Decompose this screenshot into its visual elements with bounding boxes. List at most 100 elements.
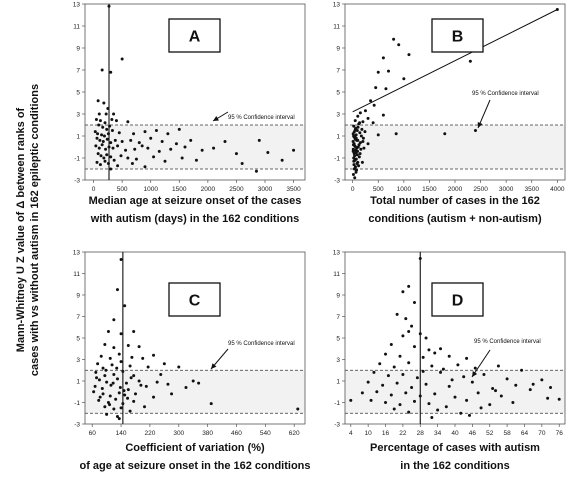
x-tick-label: 1500	[172, 186, 187, 193]
data-point	[113, 138, 117, 142]
x-tick-label: 4	[349, 430, 353, 437]
y-tick-label: 1	[336, 133, 340, 140]
y-tick-label: -3	[334, 177, 340, 184]
y-tick-label: 9	[336, 45, 340, 52]
data-point	[395, 312, 399, 316]
data-point	[146, 365, 150, 369]
data-point	[354, 157, 358, 161]
data-point	[361, 136, 365, 140]
data-point	[421, 355, 425, 359]
data-point	[170, 392, 174, 396]
data-point	[98, 138, 102, 142]
data-point	[124, 381, 128, 385]
y-tick-label: -3	[74, 177, 80, 184]
x-tick-label: 3500	[525, 186, 540, 193]
data-point	[100, 387, 104, 391]
x-tick-label: 28	[417, 430, 425, 437]
data-point	[386, 69, 390, 73]
data-point	[430, 416, 434, 420]
data-point	[354, 133, 358, 137]
ci-annotation: 95 % Confidence interval	[474, 339, 541, 345]
data-point	[119, 406, 123, 410]
data-point	[139, 383, 143, 387]
data-point	[137, 379, 141, 383]
ci-arrow-head	[211, 363, 217, 369]
data-point	[92, 390, 96, 394]
data-point	[292, 148, 296, 152]
data-point	[109, 70, 113, 74]
x-tick-label: 0	[92, 186, 96, 193]
data-point	[418, 256, 422, 260]
data-point	[108, 394, 112, 398]
data-point	[132, 330, 136, 334]
data-point	[476, 391, 480, 395]
data-point	[520, 368, 524, 372]
data-point	[117, 417, 121, 421]
data-point	[94, 370, 98, 374]
data-point	[358, 121, 362, 125]
data-point	[143, 405, 147, 409]
data-point	[494, 389, 498, 393]
data-point	[105, 127, 109, 131]
data-point	[557, 397, 561, 401]
data-point	[97, 398, 101, 402]
data-point	[152, 395, 156, 399]
x-tick-label: 70	[538, 430, 546, 437]
y-tick-label: 7	[76, 314, 80, 321]
y-tick-label: 9	[76, 45, 80, 52]
data-point	[384, 352, 388, 356]
data-point	[467, 413, 471, 417]
y-tick-label: -1	[74, 155, 80, 162]
y-axis-title-line1: Mann-Whitney U Z value of Δ between rank…	[15, 107, 27, 352]
y-tick-label: 1	[76, 378, 80, 385]
x-tick-label: 52	[486, 430, 494, 437]
data-point	[369, 398, 373, 402]
x-axis-title-line1: Total number of cases in the 162	[370, 195, 540, 207]
data-point	[412, 301, 416, 305]
data-point	[120, 140, 124, 143]
data-point	[395, 381, 399, 385]
data-point	[137, 345, 141, 349]
y-tick-label: 11	[73, 23, 80, 30]
data-point	[112, 158, 116, 162]
data-point	[355, 168, 359, 172]
data-point	[197, 381, 201, 385]
data-point	[401, 334, 405, 338]
panel-letter: B	[452, 29, 464, 46]
y-tick-label: 11	[333, 23, 340, 30]
data-point	[114, 119, 118, 123]
data-point	[119, 258, 123, 262]
data-point	[415, 376, 419, 380]
x-axis-title-line1: Coefficient of variation (%)	[125, 442, 265, 454]
ci-annotation: 95 % Confidence interval	[472, 91, 539, 97]
y-tick-label: 7	[336, 67, 340, 74]
data-point	[439, 370, 443, 374]
data-point	[115, 288, 119, 292]
data-point	[356, 114, 360, 118]
data-point	[389, 393, 393, 397]
y-tick-label: 13	[73, 249, 81, 256]
data-point	[356, 149, 360, 153]
data-point	[95, 160, 99, 164]
x-tick-label: 620	[289, 430, 300, 437]
data-point	[465, 356, 469, 360]
data-point	[180, 156, 184, 160]
y-axis-title-line2: cases with vs without autism in 162 epil…	[29, 84, 41, 376]
data-point	[110, 129, 114, 132]
data-point	[116, 144, 120, 148]
data-point	[488, 403, 492, 407]
data-point	[378, 362, 382, 366]
data-point	[436, 408, 440, 412]
data-point	[407, 410, 411, 414]
data-point	[115, 414, 119, 418]
data-point	[296, 407, 300, 411]
data-point	[360, 160, 364, 164]
data-point	[447, 354, 451, 358]
x-tick-label: 380	[202, 430, 213, 437]
y-tick-label: 1	[76, 133, 80, 140]
x-tick-label: 0	[351, 186, 355, 193]
data-point	[360, 127, 364, 131]
data-point	[108, 403, 112, 407]
data-point	[372, 103, 376, 107]
x-tick-label: 3000	[258, 186, 273, 193]
